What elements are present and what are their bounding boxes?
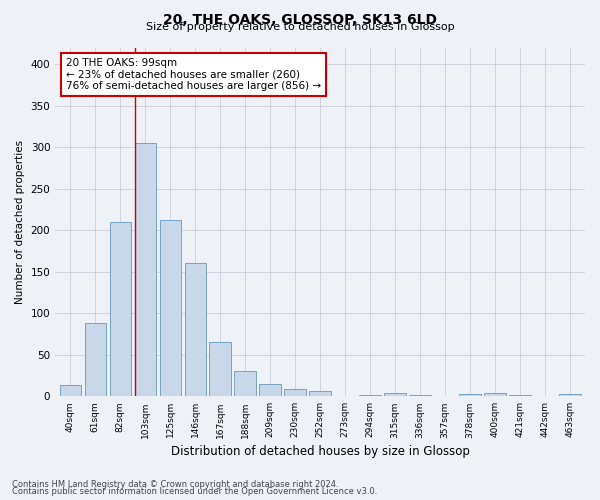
Bar bbox=[460, 394, 481, 396]
Bar bbox=[85, 323, 106, 396]
Y-axis label: Number of detached properties: Number of detached properties bbox=[15, 140, 25, 304]
Bar bbox=[409, 394, 431, 396]
Bar bbox=[209, 342, 231, 396]
Text: Size of property relative to detached houses in Glossop: Size of property relative to detached ho… bbox=[146, 22, 454, 32]
Bar bbox=[134, 143, 156, 397]
Bar bbox=[110, 222, 131, 396]
Bar bbox=[559, 394, 581, 396]
Text: Contains HM Land Registry data © Crown copyright and database right 2024.: Contains HM Land Registry data © Crown c… bbox=[12, 480, 338, 489]
Text: 20, THE OAKS, GLOSSOP, SK13 6LD: 20, THE OAKS, GLOSSOP, SK13 6LD bbox=[163, 12, 437, 26]
Bar bbox=[59, 384, 81, 396]
Bar bbox=[235, 372, 256, 396]
Bar bbox=[509, 394, 530, 396]
Text: 20 THE OAKS: 99sqm
← 23% of detached houses are smaller (260)
76% of semi-detach: 20 THE OAKS: 99sqm ← 23% of detached hou… bbox=[66, 58, 321, 91]
Bar bbox=[185, 264, 206, 396]
Bar bbox=[284, 389, 306, 396]
Bar bbox=[359, 394, 380, 396]
X-axis label: Distribution of detached houses by size in Glossop: Distribution of detached houses by size … bbox=[170, 444, 470, 458]
Bar bbox=[310, 392, 331, 396]
Bar bbox=[160, 220, 181, 396]
Bar bbox=[385, 393, 406, 396]
Text: Contains public sector information licensed under the Open Government Licence v3: Contains public sector information licen… bbox=[12, 487, 377, 496]
Bar bbox=[259, 384, 281, 396]
Bar bbox=[484, 393, 506, 396]
